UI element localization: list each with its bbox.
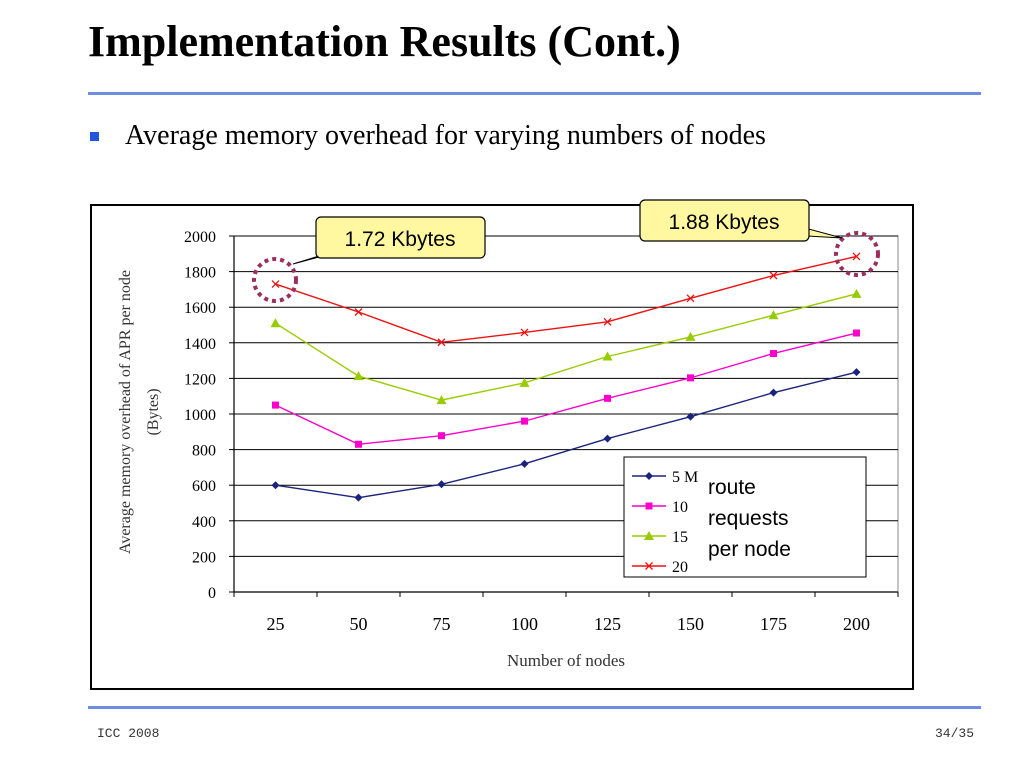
legend-label: 20 bbox=[672, 559, 688, 576]
data-point-x bbox=[769, 271, 778, 280]
x-axis-title: Number of nodes bbox=[507, 651, 625, 670]
data-point-triangle bbox=[270, 318, 281, 328]
x-tick-label: 25 bbox=[267, 614, 285, 634]
footer-conference: ICC 2008 bbox=[97, 726, 160, 741]
data-point-x bbox=[686, 294, 695, 303]
data-point-x bbox=[603, 317, 612, 326]
y-tick-label: 1000 bbox=[184, 407, 216, 424]
data-point-square bbox=[687, 374, 694, 382]
bullet-item: Average memory overhead for varying numb… bbox=[90, 120, 766, 152]
y-axis-title-line-1: Average memory overhead of APR per node bbox=[117, 270, 134, 554]
x-tick-label: 150 bbox=[677, 614, 704, 634]
data-point-x bbox=[520, 328, 529, 337]
legend-label: 15 bbox=[672, 529, 688, 546]
x-tick-label: 125 bbox=[594, 614, 621, 634]
data-point-triangle bbox=[353, 371, 364, 381]
series-line bbox=[275, 332, 857, 445]
data-point-triangle bbox=[519, 377, 530, 387]
series-lines bbox=[270, 252, 862, 502]
series-line bbox=[275, 255, 857, 343]
legend-note-line-2: requests bbox=[708, 507, 789, 530]
y-tick-label: 1600 bbox=[184, 300, 216, 317]
data-point-square bbox=[853, 329, 860, 337]
footer-page-number: 34/35 bbox=[934, 726, 974, 741]
slide-title: Implementation Results (Cont.) bbox=[88, 17, 681, 66]
y-tick-label: 1400 bbox=[184, 336, 216, 353]
y-tick-label: 1800 bbox=[184, 265, 216, 282]
legend-label: 10 bbox=[672, 499, 688, 516]
y-tick-label: 600 bbox=[192, 478, 216, 495]
data-point-x bbox=[354, 308, 363, 316]
x-tick-label: 175 bbox=[760, 614, 787, 634]
data-point-square bbox=[645, 502, 653, 510]
callout-1-72: 1.72 Kbytes bbox=[292, 216, 486, 265]
data-point-square bbox=[770, 349, 777, 357]
axes bbox=[229, 235, 899, 597]
y-tick-label: 400 bbox=[192, 514, 216, 531]
series-line bbox=[275, 293, 857, 401]
data-point-triangle bbox=[602, 351, 613, 361]
series-4 bbox=[271, 252, 861, 347]
series-1 bbox=[271, 368, 861, 502]
data-point-square bbox=[355, 440, 362, 448]
y-tick-label: 0 bbox=[208, 585, 216, 602]
footer-divider bbox=[88, 706, 981, 709]
data-point-triangle bbox=[644, 531, 654, 540]
legend: 5 M 10 15 20 route requests per node bbox=[623, 456, 867, 578]
y-tick-label: 800 bbox=[192, 443, 216, 460]
data-point-x bbox=[645, 562, 653, 570]
data-point-triangle bbox=[851, 288, 862, 298]
data-point-x bbox=[271, 280, 280, 289]
x-tick-label: 50 bbox=[350, 614, 368, 634]
y-tick-label: 200 bbox=[192, 549, 216, 566]
data-point-square bbox=[604, 394, 611, 402]
series-line bbox=[275, 371, 857, 499]
data-point-triangle bbox=[768, 310, 779, 320]
data-point-triangle bbox=[685, 331, 696, 341]
data-point-diamond bbox=[852, 368, 861, 377]
highlight-circle-right bbox=[834, 231, 880, 277]
y-tick-label: 2000 bbox=[184, 229, 216, 246]
data-point-diamond bbox=[645, 472, 653, 480]
legend-entries: 5 M 10 15 20 bbox=[632, 469, 698, 576]
data-point-diamond bbox=[769, 388, 778, 397]
series-2 bbox=[272, 329, 860, 448]
x-tick-label: 200 bbox=[843, 614, 870, 634]
callout-1-88-text: 1.88 Kbytes bbox=[669, 211, 780, 234]
data-point-diamond bbox=[686, 412, 695, 421]
data-point-triangle bbox=[436, 395, 447, 405]
data-point-square bbox=[272, 401, 279, 409]
data-point-x bbox=[852, 252, 861, 261]
callout-1-72-text: 1.72 Kbytes bbox=[345, 228, 456, 251]
data-point-diamond bbox=[520, 459, 529, 468]
bullet-square-icon bbox=[90, 131, 99, 141]
title-divider bbox=[88, 92, 981, 95]
y-axis-title-line-2: (Bytes) bbox=[145, 388, 162, 435]
data-point-diamond bbox=[354, 493, 363, 502]
highlight-circle-left bbox=[252, 257, 298, 303]
callout-1-72-box bbox=[315, 216, 486, 259]
legend-label: 5 M bbox=[672, 469, 698, 486]
legend-box bbox=[623, 456, 867, 578]
data-point-x bbox=[437, 338, 446, 347]
data-point-diamond bbox=[271, 481, 280, 490]
legend-note-line-1: route bbox=[708, 476, 756, 499]
callout-1-88: 1.88 Kbytes bbox=[639, 199, 843, 242]
callout-1-88-box bbox=[639, 199, 810, 242]
series-3 bbox=[270, 288, 862, 405]
x-tick-label: 100 bbox=[511, 614, 538, 634]
data-point-square bbox=[438, 432, 445, 440]
data-point-diamond bbox=[437, 480, 446, 489]
legend-note-line-3: per node bbox=[708, 538, 791, 561]
data-point-diamond bbox=[603, 434, 612, 443]
axis-labels: 0 200 400 600 800 1000 1200 1400 1600 1800 2000 25 5… bbox=[117, 229, 870, 670]
y-tick-label: 1200 bbox=[184, 371, 216, 388]
x-tick-label: 75 bbox=[433, 614, 451, 634]
data-point-square bbox=[521, 417, 528, 425]
bullet-text: Average memory overhead for varying numb… bbox=[125, 120, 766, 151]
